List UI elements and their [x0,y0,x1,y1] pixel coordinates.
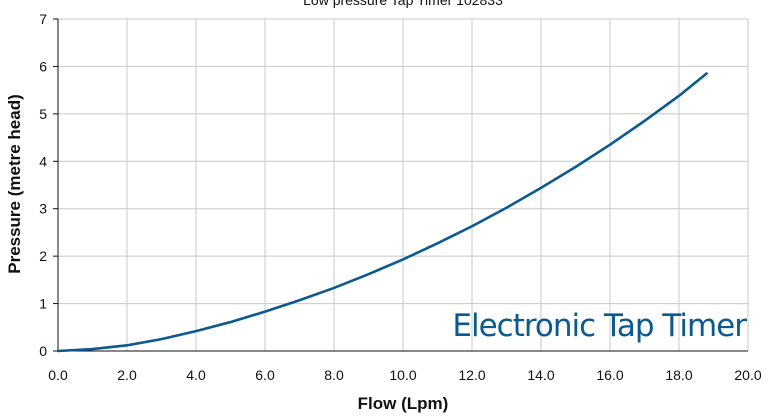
x-tick-label: 6.0 [255,367,275,383]
tick-labels: 0.0 2.0 4.0 6.0 8.0 10.0 12.0 14.0 16.0 18.0 20.0 0… [39,11,762,383]
x-axis-label: Flow (Lpm) [358,394,449,413]
series-group [56,72,708,353]
y-tick-label: 4 [39,153,47,169]
x-tick-label: 10.0 [389,367,416,383]
grid [58,18,749,351]
x-tick-label: 18.0 [665,367,692,383]
y-tick-label: 5 [39,106,47,122]
x-tick-label: 14.0 [527,367,554,383]
x-tick-label: 0.0 [48,367,68,383]
x-tick-label: 2.0 [117,367,137,383]
y-tick-label: 6 [39,58,47,74]
y-tick-label: 2 [39,248,47,264]
y-tick-label: 0 [39,343,47,359]
annotation-label: Electronic Tap Timer [452,308,747,344]
x-tick-label: 20.0 [734,367,761,383]
y-tick-label: 1 [39,296,47,312]
x-tick-label: 4.0 [186,367,206,383]
y-tick-label: 7 [39,11,47,27]
y-tick-label: 3 [39,201,47,217]
x-tick-label: 8.0 [324,367,344,383]
axes [53,18,748,352]
series-line [56,72,708,353]
x-tick-label: 16.0 [596,367,623,383]
x-tick-label: 12.0 [458,367,485,383]
y-axis-label: Pressure (metre head) [5,94,24,274]
chart-title: Low pressure Tap Timer 102833 [303,0,503,8]
